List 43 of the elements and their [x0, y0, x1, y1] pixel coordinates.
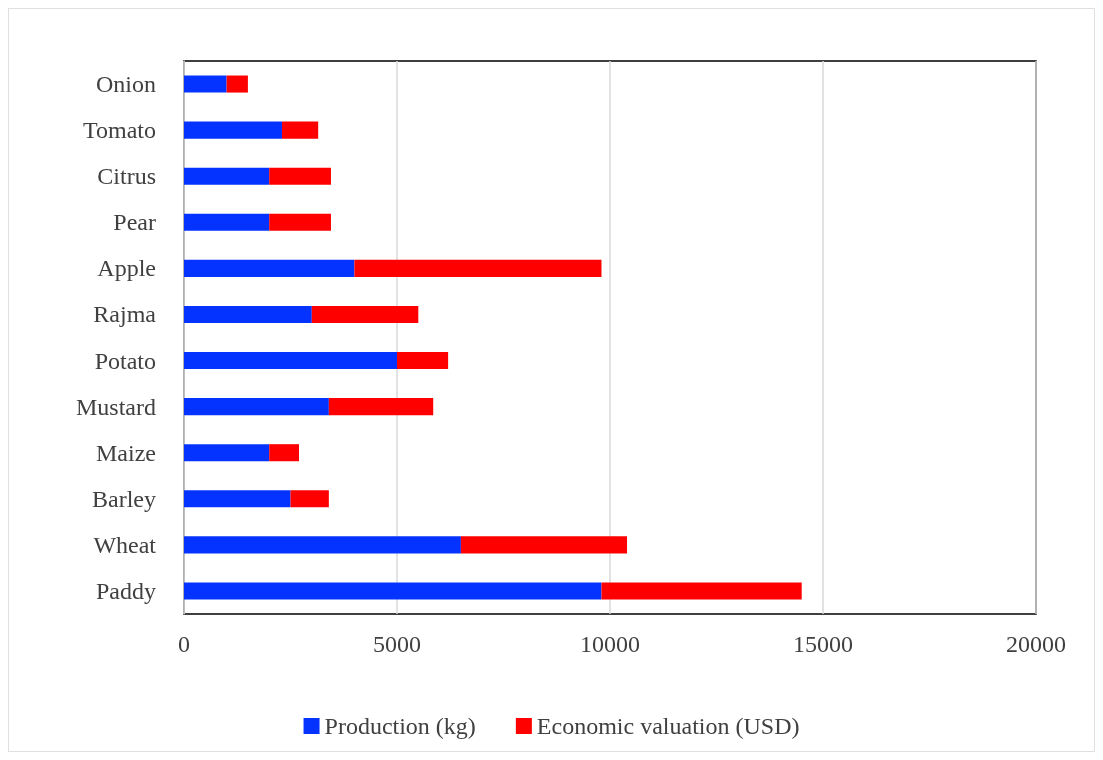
bar — [184, 121, 282, 139]
y-tick-label: Wheat — [93, 531, 157, 558]
bar — [354, 259, 602, 277]
bar — [184, 213, 270, 231]
legend-label: Economic valuation (USD) — [536, 713, 800, 739]
bar — [311, 305, 419, 323]
x-tick-label: 10000 — [580, 631, 640, 657]
bar — [328, 398, 434, 416]
bar — [184, 582, 602, 600]
y-tick-label: Mustard — [76, 393, 156, 420]
bar — [226, 75, 248, 93]
y-tick-label: Paddy — [96, 577, 156, 604]
y-tick-label: Onion — [96, 71, 156, 98]
legend-label: Production (kg) — [324, 713, 476, 739]
y-tick-label: Pear — [113, 209, 156, 236]
bar — [184, 352, 397, 370]
y-tick-label: Rajma — [93, 301, 157, 328]
y-tick-label: Maize — [96, 439, 156, 466]
x-tick-label: 0 — [178, 631, 190, 657]
bar — [184, 259, 355, 277]
bar — [269, 444, 300, 462]
bar — [184, 536, 461, 554]
y-tick-label: Barley — [92, 485, 156, 512]
bar — [601, 582, 802, 600]
bar — [269, 167, 331, 185]
y-tick-label: Potato — [94, 347, 156, 374]
bar — [460, 536, 628, 554]
y-tick-label: Tomato — [83, 117, 156, 144]
y-tick-label: Citrus — [97, 163, 156, 190]
bar — [184, 305, 312, 323]
bar — [397, 352, 449, 370]
x-tick-label: 15000 — [793, 631, 853, 657]
y-tick-label: Apple — [97, 255, 156, 282]
bar — [290, 490, 329, 508]
bar — [184, 444, 270, 462]
x-tick-label: 5000 — [373, 631, 421, 657]
bar — [184, 398, 329, 416]
bar — [184, 167, 270, 185]
bar — [184, 75, 227, 93]
x-tick-label: 20000 — [1006, 631, 1066, 657]
bar — [281, 121, 319, 139]
bar — [269, 213, 331, 231]
bar — [184, 490, 291, 508]
